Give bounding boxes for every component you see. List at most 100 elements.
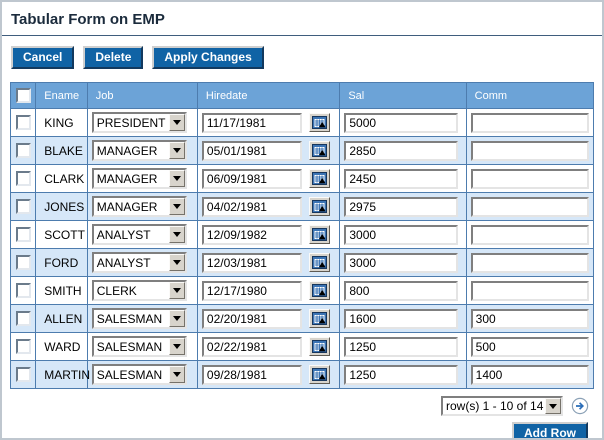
calendar-picker-button[interactable] xyxy=(309,197,331,216)
hiredate-input[interactable] xyxy=(201,280,302,301)
hiredate-input[interactable] xyxy=(201,308,302,329)
sal-input[interactable] xyxy=(344,168,459,189)
job-select[interactable]: SALESMAN xyxy=(91,308,187,329)
chevron-down-icon xyxy=(168,254,185,271)
sal-input[interactable] xyxy=(344,364,459,385)
chevron-down-icon xyxy=(168,198,185,215)
job-select[interactable]: MANAGER xyxy=(91,196,187,217)
ename-value: BLAKE xyxy=(35,136,88,165)
calendar-icon xyxy=(312,368,328,381)
ename-value: MARTIN xyxy=(35,360,90,389)
ename-value: ALLEN xyxy=(35,304,88,333)
row-checkbox[interactable] xyxy=(15,282,31,298)
table-row: BLAKE MANAGER xyxy=(9,136,595,165)
next-page-button[interactable] xyxy=(571,397,589,415)
calendar-icon xyxy=(312,228,328,241)
apply-changes-button[interactable]: Apply Changes xyxy=(152,46,264,69)
cancel-button[interactable]: Cancel xyxy=(11,46,75,69)
job-select[interactable]: ANALYST xyxy=(91,252,187,273)
table-row: JONES MANAGER xyxy=(9,192,595,221)
hiredate-input[interactable] xyxy=(201,112,302,133)
sal-input[interactable] xyxy=(344,252,459,273)
chevron-down-icon xyxy=(545,398,561,414)
job-select[interactable]: PRESIDENT xyxy=(91,112,187,133)
pagination-bar: row(s) 1 - 10 of 14 xyxy=(10,396,589,416)
row-checkbox[interactable] xyxy=(15,198,31,214)
calendar-picker-button[interactable] xyxy=(309,337,331,356)
sal-input[interactable] xyxy=(344,280,459,301)
title-divider xyxy=(2,35,602,36)
table-row: SCOTT ANALYST xyxy=(9,220,595,249)
job-select[interactable]: SALESMAN xyxy=(91,364,187,385)
job-select[interactable]: SALESMAN xyxy=(91,336,187,357)
comm-input[interactable] xyxy=(470,140,589,161)
row-checkbox[interactable] xyxy=(15,254,31,270)
job-select[interactable]: CLERK xyxy=(91,280,187,301)
hiredate-input[interactable] xyxy=(201,336,302,357)
table-row: ALLEN SALESMAN xyxy=(9,304,595,333)
comm-input[interactable] xyxy=(470,224,589,245)
sal-input[interactable] xyxy=(344,196,459,217)
calendar-picker-button[interactable] xyxy=(309,113,331,132)
delete-button[interactable]: Delete xyxy=(83,46,144,69)
calendar-picker-button[interactable] xyxy=(309,365,331,384)
job-select[interactable]: ANALYST xyxy=(91,224,187,245)
comm-input[interactable] xyxy=(470,280,589,301)
add-row-button[interactable]: Add Row xyxy=(512,422,588,438)
chevron-down-icon xyxy=(168,338,185,355)
hiredate-input[interactable] xyxy=(201,224,302,245)
sal-input[interactable] xyxy=(344,308,459,329)
ename-value: CLARK xyxy=(35,164,88,193)
chevron-down-icon xyxy=(168,226,185,243)
header-comm: Comm xyxy=(465,82,595,109)
hiredate-input[interactable] xyxy=(201,364,302,385)
header-job: Job xyxy=(86,82,198,109)
calendar-picker-button[interactable] xyxy=(309,169,331,188)
chevron-down-icon xyxy=(168,282,185,299)
sal-input[interactable] xyxy=(344,224,459,245)
row-checkbox[interactable] xyxy=(15,226,31,242)
calendar-picker-button[interactable] xyxy=(309,253,331,272)
hiredate-input[interactable] xyxy=(201,252,302,273)
row-range-select[interactable]: row(s) 1 - 10 of 14 xyxy=(441,396,563,416)
calendar-icon xyxy=(312,200,328,213)
chevron-down-icon xyxy=(168,142,185,159)
select-all-checkbox[interactable] xyxy=(15,88,31,103)
row-checkbox[interactable] xyxy=(15,170,31,186)
row-checkbox[interactable] xyxy=(15,310,31,326)
comm-input[interactable] xyxy=(470,308,589,329)
toolbar: Cancel Delete Apply Changes xyxy=(11,46,594,69)
hiredate-input[interactable] xyxy=(201,140,302,161)
row-checkbox[interactable] xyxy=(15,114,31,130)
calendar-picker-button[interactable] xyxy=(309,225,331,244)
table-row: SMITH CLERK xyxy=(9,276,595,305)
sal-input[interactable] xyxy=(344,336,459,357)
job-select[interactable]: MANAGER xyxy=(91,168,187,189)
ename-value: SMITH xyxy=(35,276,88,305)
ename-value: WARD xyxy=(35,332,88,361)
calendar-picker-button[interactable] xyxy=(309,141,331,160)
row-checkbox[interactable] xyxy=(15,366,31,382)
hiredate-input[interactable] xyxy=(201,168,302,189)
comm-input[interactable] xyxy=(470,196,589,217)
row-checkbox[interactable] xyxy=(15,142,31,158)
calendar-picker-button[interactable] xyxy=(309,309,331,328)
header-select-all-cell xyxy=(9,82,37,109)
chevron-down-icon xyxy=(168,366,185,383)
calendar-picker-button[interactable] xyxy=(309,281,331,300)
comm-input[interactable] xyxy=(470,168,589,189)
table-row: MARTIN SALESMAN xyxy=(9,360,595,389)
sal-input[interactable] xyxy=(344,112,459,133)
job-select[interactable]: MANAGER xyxy=(91,140,187,161)
hiredate-input[interactable] xyxy=(201,196,302,217)
table-row: WARD SALESMAN xyxy=(9,332,595,361)
comm-input[interactable] xyxy=(470,112,589,133)
sal-input[interactable] xyxy=(344,140,459,161)
comm-input[interactable] xyxy=(470,336,589,357)
ename-value: FORD xyxy=(35,248,88,277)
calendar-icon xyxy=(312,256,328,269)
comm-input[interactable] xyxy=(470,364,589,385)
comm-input[interactable] xyxy=(470,252,589,273)
row-checkbox[interactable] xyxy=(15,338,31,354)
